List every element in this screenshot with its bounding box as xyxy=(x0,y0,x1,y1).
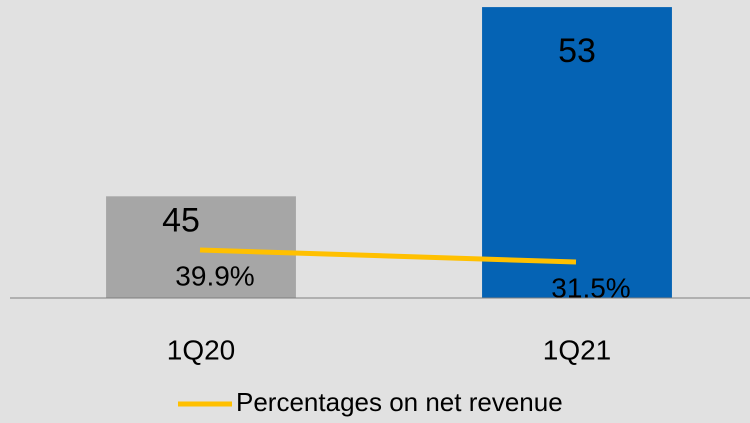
legend-label: Percentages on net revenue xyxy=(236,387,563,417)
line-value-label: 31.5% xyxy=(551,272,630,303)
bar xyxy=(482,7,672,298)
bar xyxy=(106,196,296,298)
x-tick-label: 1Q21 xyxy=(543,334,612,365)
line xyxy=(199,247,577,265)
x-tick-label: 1Q20 xyxy=(167,334,236,365)
bar-value-label: 53 xyxy=(558,32,596,70)
bar-value-label: 45 xyxy=(162,201,200,239)
line-value-label: 39.9% xyxy=(175,260,254,291)
